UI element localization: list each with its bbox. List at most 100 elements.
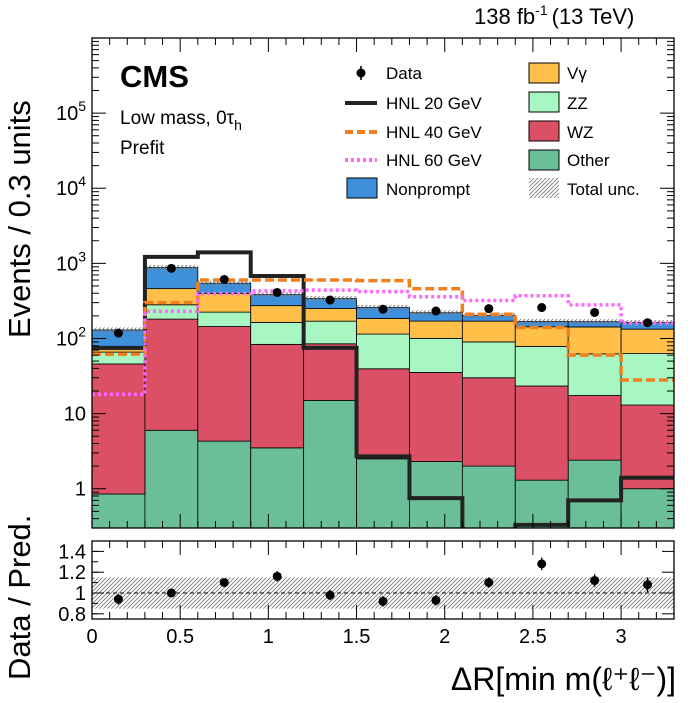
- ratio-point-3: [272, 571, 282, 581]
- bar-wz-bin-9: [567, 395, 622, 461]
- ratio-point-10: [643, 580, 653, 590]
- ratio-point-2: [219, 578, 229, 588]
- bar-zz-bin-9: [567, 353, 622, 396]
- main-y-tick-label-2: 102: [56, 323, 86, 350]
- ratio-point-9: [590, 576, 600, 586]
- legend-item-data: Data: [356, 64, 422, 83]
- data-point-1: [166, 263, 176, 273]
- bar-zz-bin-3: [250, 322, 305, 345]
- data-point-5: [378, 304, 388, 314]
- bar-other-bin-4: [303, 399, 357, 528]
- bar-vgamma-bin-5: [356, 318, 410, 335]
- bar-other-bin-10: [620, 488, 674, 528]
- bar-other-bin-6: [409, 461, 463, 528]
- bar-wz-bin-7: [461, 377, 516, 467]
- bar-zz-bin-7: [461, 341, 516, 379]
- bar-wz-bin-0: [92, 363, 146, 495]
- bar-vgamma-bin-9: [567, 326, 622, 355]
- main-plot-frame: [91, 37, 675, 529]
- bar-wz-bin-5: [356, 368, 410, 460]
- ratio-point-8: [537, 559, 547, 569]
- main-y-tick-label-4: 104: [56, 173, 86, 200]
- x-tick-label-0: 0: [86, 626, 97, 648]
- svg-text:Data: Data: [386, 64, 422, 83]
- bar-wz-bin-6: [409, 372, 463, 462]
- bar-other-bin-7: [461, 465, 516, 528]
- ratio-axis-ticks: 0.811.21.40 0.5 1 1.5 2 2.5 3: [58, 541, 675, 648]
- svg-text:Vγ: Vγ: [567, 64, 587, 83]
- luminosity-label: 138 fb-1 (13 TeV): [474, 2, 634, 29]
- bar-other-bin-5: [356, 458, 410, 528]
- unc-band-bin-7: [462, 313, 516, 319]
- x-tick-label-5: 2.5: [519, 626, 547, 648]
- bar-vgamma-bin-2: [197, 292, 252, 313]
- ratio-data-points: [113, 557, 653, 607]
- ratio-point-0: [113, 594, 123, 604]
- legend-item-hnl60: HNL 60 GeV: [345, 151, 482, 170]
- bar-other-bin-0: [92, 493, 146, 528]
- data-point-3: [272, 287, 282, 297]
- legend-item-nonprompt: Nonprompt: [346, 177, 470, 199]
- x-tick-label-3: 1.5: [343, 626, 371, 648]
- bar-wz-bin-4: [303, 343, 357, 401]
- main-y-tick-label-1: 10: [64, 404, 86, 426]
- ratio-y-tick-label-2: 1.2: [58, 562, 86, 584]
- cms-logo-text: CMS: [120, 59, 189, 94]
- ratio-point-1: [166, 588, 176, 598]
- bar-vgamma-bin-3: [250, 305, 305, 323]
- data-marker-icon: [356, 68, 366, 78]
- svg-text:ZZ: ZZ: [567, 94, 588, 113]
- svg-text:Other: Other: [567, 151, 610, 170]
- bar-wz-bin-1: [144, 318, 199, 431]
- data-point-0: [113, 328, 123, 338]
- x-tick-label-6: 3: [616, 626, 627, 648]
- svg-text:WZ: WZ: [567, 123, 593, 142]
- x-tick-label-2: 1: [263, 626, 274, 648]
- bar-wz-bin-8: [514, 385, 569, 481]
- signal-line-hnl20: [92, 250, 674, 528]
- signal-line-hnl60: [92, 288, 674, 397]
- main-y-tick-label-3: 103: [56, 248, 86, 275]
- unc-band-bin-9: [568, 319, 622, 325]
- data-point-10: [643, 318, 653, 328]
- bar-zz-bin-8: [514, 346, 569, 387]
- bar-other-bin-8: [514, 479, 569, 528]
- ratio-point-5: [378, 596, 388, 606]
- ratio-point-7: [484, 578, 494, 588]
- x-axis-title: ΔR[min m(ℓ⁺ℓ⁻)]: [451, 661, 676, 697]
- data-point-4: [325, 295, 335, 305]
- legend-item-vgamma: Vγ: [528, 62, 587, 84]
- svg-text:HNL 20 GeV: HNL 20 GeV: [386, 94, 482, 113]
- legend-item-other: Other: [528, 149, 610, 171]
- x-tick-label-4: 2: [439, 626, 450, 648]
- ratio-y-axis-title: Data / Pred.: [2, 515, 37, 680]
- prefit-label: Prefit: [120, 138, 165, 159]
- ratio-plot-frame: [91, 540, 675, 620]
- bar-other-bin-2: [197, 440, 252, 528]
- bar-zz-bin-4: [303, 320, 357, 345]
- main-y-tick-label-5: 105: [56, 98, 86, 125]
- bar-other-bin-9: [567, 459, 622, 528]
- svg-text:HNL 40 GeV: HNL 40 GeV: [386, 123, 482, 142]
- ratio-point-4: [325, 590, 335, 600]
- bar-wz-bin-10: [620, 404, 674, 490]
- data-point-7: [484, 304, 494, 314]
- ratio-y-tick-label-1: 1: [75, 583, 86, 605]
- legend-item-wz: WZ: [528, 120, 593, 142]
- ratio-point-6: [431, 595, 441, 605]
- data-point-9: [590, 307, 600, 317]
- ratio-y-tick-label-0: 0.8: [58, 604, 86, 626]
- main-y-tick-label-0: 1: [75, 479, 86, 501]
- bar-vgamma-bin-7: [461, 320, 516, 343]
- bar-vgamma-bin-8: [514, 326, 569, 347]
- bar-other-bin-3: [250, 447, 305, 528]
- bar-zz-bin-6: [409, 337, 463, 373]
- data-points: [113, 263, 653, 338]
- x-tick-label-1: 0.5: [166, 626, 194, 648]
- svg-text:HNL 60 GeV: HNL 60 GeV: [386, 151, 482, 170]
- legend-item-zz: ZZ: [528, 91, 588, 113]
- ratio-y-tick-label-3: 1.4: [58, 541, 86, 563]
- unc-band-bin-8: [515, 318, 569, 325]
- bar-wz-bin-3: [250, 343, 305, 449]
- legend-item-hnl40: HNL 40 GeV: [345, 123, 482, 142]
